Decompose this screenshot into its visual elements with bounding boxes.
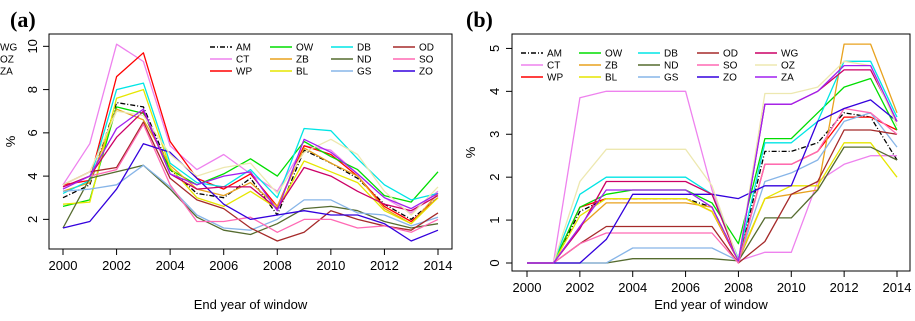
series-line-za — [527, 64, 898, 264]
legend-label-ct: CT — [236, 55, 249, 66]
series-line-ct — [527, 90, 897, 264]
series-line-oz — [62, 110, 439, 216]
panel-label: (b) — [466, 7, 493, 32]
y-tick-label: 2 — [25, 216, 40, 223]
x-tick-label: 2014 — [424, 258, 453, 273]
series-line-ow — [62, 106, 439, 208]
legend-label-od: OD — [723, 49, 738, 60]
series-line-wp — [62, 52, 439, 223]
series-line-gs — [62, 164, 439, 231]
series-line-nd — [62, 164, 439, 236]
plot-frame — [48, 33, 453, 250]
series-line-gs — [527, 112, 898, 264]
y-tick-label: 1 — [487, 216, 502, 223]
y-tick-label: 5 — [487, 45, 502, 52]
chart-panel-b: (b) 2000 2002 2004 2006 2008 2010 2012 2014 0 1 2 3 4… — [463, 7, 911, 312]
series-line-od — [527, 129, 898, 264]
series-line-so — [527, 107, 898, 264]
legend-label-wp: WP — [547, 73, 563, 84]
legend-label-zb: ZB — [296, 55, 309, 66]
legend-label-wp: WP — [236, 67, 252, 78]
y-tick-label: 0 — [487, 259, 502, 266]
x-tick-label: 2006 — [671, 280, 700, 295]
x-tick-label: 2012 — [370, 258, 399, 273]
x-tick-label: 2008 — [263, 258, 292, 273]
legend-label-am: AM — [236, 43, 251, 54]
legend-label-db: DB — [357, 43, 371, 54]
y-tick-label: 6 — [25, 129, 40, 136]
x-tick-label: 2000 — [513, 280, 542, 295]
x-tick-label: 2004 — [618, 280, 647, 295]
series-line-wg — [62, 110, 439, 212]
series-line-od — [62, 121, 439, 242]
y-tick-label: 10 — [25, 39, 40, 53]
plot-frame — [511, 33, 911, 272]
series-line-oz — [527, 60, 898, 264]
y-tick-label: 4 — [487, 88, 502, 95]
series-line-nd — [527, 146, 898, 264]
x-tick-label: 2010 — [316, 258, 345, 273]
legend-label-ct: CT — [547, 61, 560, 72]
x-tick-label: 2014 — [883, 280, 912, 295]
legend-label-wg: WG — [781, 49, 798, 60]
legend-label-so: SO — [723, 61, 738, 72]
legend-label-za: ZA — [0, 67, 13, 78]
legend-label-wg: WG — [0, 43, 17, 54]
y-axis-label: % — [3, 135, 18, 147]
y-axis-label: % — [463, 146, 478, 158]
x-tick-label: 2002 — [102, 258, 131, 273]
legend-label-am: AM — [547, 49, 562, 60]
legend-label-ow: OW — [605, 49, 623, 60]
series-line-za — [62, 108, 439, 212]
legend-label-zo: ZO — [419, 67, 433, 78]
x-tick-label: 2008 — [724, 280, 753, 295]
x-tick-label: 2012 — [830, 280, 859, 295]
y-tick-label: 4 — [25, 172, 40, 179]
panel-label: (a) — [10, 7, 36, 32]
x-axis-label: End year of window — [654, 297, 768, 312]
series-line-bl — [527, 142, 898, 264]
series-line-bl — [62, 88, 439, 225]
legend-label-od: OD — [419, 43, 434, 54]
x-axis-label: End year of window — [194, 297, 308, 312]
legend-label-gs: GS — [357, 67, 372, 78]
legend-label-db: DB — [664, 49, 678, 60]
legend-label-nd: ND — [357, 55, 371, 66]
x-tick-label: 2002 — [565, 280, 594, 295]
x-tick-label: 2006 — [209, 258, 238, 273]
legend-label-ow: OW — [296, 43, 314, 54]
series-line-zo — [62, 143, 439, 242]
legend-label-oz: OZ — [0, 55, 14, 66]
legend-label-oz: OZ — [781, 61, 795, 72]
series-line-wg — [527, 69, 898, 264]
y-tick-label: 8 — [25, 86, 40, 93]
series-line-db — [62, 82, 439, 201]
legend-label-za: ZA — [781, 73, 794, 84]
y-tick-label: 3 — [487, 131, 502, 138]
y-tick-label: 2 — [487, 174, 502, 181]
series-line-so — [62, 123, 439, 233]
legend-label-bl: BL — [296, 67, 309, 78]
legend-label-gs: GS — [664, 73, 679, 84]
series-line-ow — [527, 77, 898, 264]
legend-label-zo: ZO — [723, 73, 737, 84]
x-tick-label: 2010 — [777, 280, 806, 295]
x-tick-label: 2004 — [156, 258, 185, 273]
chart-panel-a: (a) 2000 2002 2004 2006 2008 2010 2012 2014 2 4 6 8 1… — [0, 7, 453, 312]
series-line-am — [62, 101, 439, 221]
legend-label-so: SO — [419, 55, 434, 66]
x-tick-label: 2000 — [49, 258, 78, 273]
legend-label-zb: ZB — [605, 61, 618, 72]
legend-label-bl: BL — [605, 73, 618, 84]
legend-label-nd: ND — [664, 61, 678, 72]
